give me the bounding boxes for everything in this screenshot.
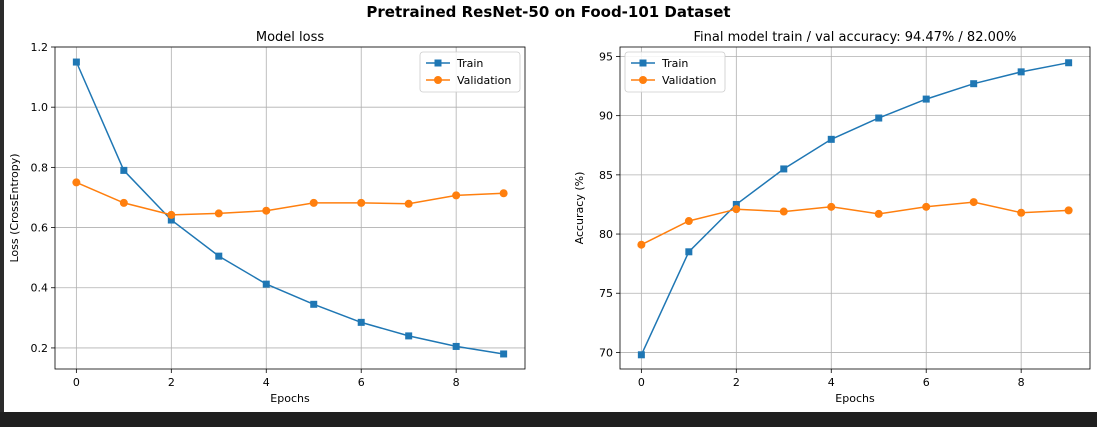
ax0-train-point	[405, 332, 413, 340]
ax1-x-tick-label: 8	[1018, 376, 1025, 389]
ax1-train-point	[1017, 68, 1025, 76]
ax0-y-tick-label: 0.4	[31, 282, 49, 295]
ax0-x-tick-label: 2	[168, 376, 175, 389]
ax1-train-point	[970, 80, 978, 88]
ax1-legend-train-label: Train	[661, 57, 688, 70]
ax0-train-point	[452, 342, 460, 350]
ax0-validation-line	[76, 181, 504, 216]
bottom-scrollbar-area	[0, 412, 1097, 427]
ax0-legend-validation-marker	[434, 76, 442, 84]
ax1-validation-point	[827, 202, 836, 211]
left-gutter	[0, 0, 4, 412]
ax1-validation-point	[637, 240, 646, 249]
ax0-legend-train-label: Train	[456, 57, 483, 70]
ax0-y-tick-label: 1.0	[31, 101, 49, 114]
ax0-y-tick-label: 0.2	[31, 342, 49, 355]
ax1-train-point	[827, 135, 835, 143]
ax0-train-point	[500, 350, 508, 358]
ax1-validation-point	[922, 202, 931, 211]
ax1-train-line	[640, 61, 1069, 356]
ax1-y-tick-label: 85	[599, 169, 613, 182]
ax0-validation-point	[119, 198, 128, 207]
ax1-legend-validation-label: Validation	[662, 74, 716, 87]
ax1-validation-point	[874, 209, 883, 218]
ax0-train-point	[120, 166, 128, 174]
ax1-legend-train-marker	[639, 59, 647, 67]
figure: Pretrained ResNet-50 on Food-101 Dataset…	[8, 3, 1091, 405]
ax0-validation-point	[167, 210, 176, 219]
ax0-ylabel: Loss (CrossEntropy)	[8, 153, 21, 262]
ax1-train-point	[922, 95, 930, 103]
ax0-train-point	[72, 58, 80, 66]
ax0-validation-point	[262, 206, 271, 215]
figure-suptitle: Pretrained ResNet-50 on Food-101 Dataset	[366, 3, 731, 21]
ax0-x-tick-label: 8	[453, 376, 460, 389]
ax0-x-tick-label: 0	[73, 376, 80, 389]
ax0-train-point	[167, 216, 175, 224]
ax1-axes-frame	[619, 46, 1091, 370]
ax0-validation-point	[214, 209, 223, 218]
ax0-y-tick-label: 1.2	[31, 41, 49, 54]
ax1-train-point	[875, 114, 883, 122]
ax1-train-point	[1065, 59, 1073, 67]
ax0-train-point	[310, 300, 318, 308]
ax0-validation-point	[499, 189, 508, 198]
ax0-validation-point	[72, 178, 81, 187]
ax1-validation-line	[641, 201, 1069, 246]
ax1-validation-point	[1017, 208, 1026, 217]
ax1-x-tick-label: 4	[828, 376, 835, 389]
ax1-y-tick-label: 90	[599, 110, 613, 123]
ax1-validation-point	[1064, 206, 1073, 215]
ax0-y-tick-label: 0.6	[31, 222, 49, 235]
ax1-y-tick-label: 75	[599, 287, 613, 300]
ax1-validation-point	[684, 217, 693, 226]
ax1-xlabel: Epochs	[835, 392, 875, 405]
ax0-validation-point	[309, 198, 318, 207]
ax0-title: Model loss	[256, 30, 325, 45]
ax0-legend-train-marker	[434, 59, 442, 67]
ax1-y-tick-label: 70	[599, 346, 613, 359]
ax0-train-point	[357, 318, 365, 326]
ax0-y-tick-label: 0.8	[31, 161, 49, 174]
ax1-legend-validation-marker	[639, 76, 647, 84]
ax0-x-tick-label: 6	[358, 376, 365, 389]
ax1-y-tick-label: 80	[599, 228, 613, 241]
ax0-legend-box	[419, 51, 521, 93]
ax1-train-point	[637, 351, 645, 359]
ax1-train-point	[732, 200, 740, 208]
ax0-train-point	[215, 252, 223, 260]
ax1-legend-box	[624, 51, 726, 93]
ax0-validation-point	[452, 191, 461, 200]
ax0-train-point	[262, 280, 270, 288]
ax1-validation-point	[732, 205, 741, 214]
ax1-y-tick-label: 95	[599, 50, 613, 63]
ax0-validation-point	[404, 199, 413, 208]
ax0-xlabel: Epochs	[270, 392, 310, 405]
ax1-title: Final model train / val accuracy: 94.47%…	[693, 30, 1016, 45]
ax1-validation-point	[779, 207, 788, 216]
ax0-validation-point	[357, 198, 366, 207]
ax1-train-point	[780, 165, 788, 173]
ax0-axes-frame	[54, 46, 526, 370]
ax1-x-tick-label: 0	[638, 376, 645, 389]
ax1-train-point	[685, 248, 693, 256]
ax1-ylabel: Accuracy (%)	[573, 172, 586, 245]
ax1-x-tick-label: 6	[923, 376, 930, 389]
ax1-x-tick-label: 2	[733, 376, 740, 389]
ax1-validation-point	[969, 198, 978, 207]
ax0-x-tick-label: 4	[263, 376, 270, 389]
ax0-legend-validation-label: Validation	[457, 74, 511, 87]
ax0-train-line	[75, 61, 504, 355]
charts-svg: 0 2 4 6 8 0.2 0.4 0.6 0.8 1.0 1.2 Model loss Epochs L…	[8, 30, 1091, 405]
